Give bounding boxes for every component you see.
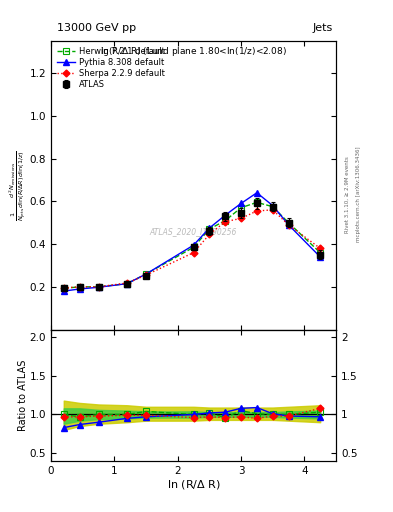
Sherpa 2.2.9 default — [96, 284, 101, 290]
Herwig 7.2.1 default — [77, 284, 82, 290]
Sherpa 2.2.9 default — [191, 249, 196, 255]
Pythia 8.308 default — [207, 225, 212, 231]
Line: Pythia 8.308 default: Pythia 8.308 default — [61, 189, 323, 294]
Sherpa 2.2.9 default — [125, 280, 129, 286]
Herwig 7.2.1 default — [286, 220, 291, 226]
Sherpa 2.2.9 default — [61, 285, 66, 291]
Herwig 7.2.1 default — [207, 226, 212, 232]
Text: ln(R/$\Delta$ R) (Lund plane 1.80<ln(1/z)<2.08): ln(R/$\Delta$ R) (Lund plane 1.80<ln(1/z… — [100, 45, 287, 58]
Line: Sherpa 2.2.9 default: Sherpa 2.2.9 default — [61, 207, 323, 290]
Herwig 7.2.1 default — [318, 249, 323, 255]
Legend: Herwig 7.2.1 default, Pythia 8.308 default, Sherpa 2.2.9 default, ATLAS: Herwig 7.2.1 default, Pythia 8.308 defau… — [55, 45, 167, 91]
Herwig 7.2.1 default — [239, 205, 243, 211]
X-axis label: ln (R/$\Delta$ R): ln (R/$\Delta$ R) — [167, 478, 220, 492]
Pythia 8.308 default — [96, 284, 101, 290]
Herwig 7.2.1 default — [270, 204, 275, 210]
Herwig 7.2.1 default — [144, 271, 149, 277]
Sherpa 2.2.9 default — [239, 216, 243, 222]
Herwig 7.2.1 default — [96, 284, 101, 290]
Sherpa 2.2.9 default — [77, 284, 82, 290]
Pythia 8.308 default — [318, 254, 323, 260]
Pythia 8.308 default — [191, 242, 196, 248]
Sherpa 2.2.9 default — [144, 272, 149, 278]
Text: Rivet 3.1.10, ≥ 2.9M events: Rivet 3.1.10, ≥ 2.9M events — [345, 156, 350, 233]
Pythia 8.308 default — [255, 189, 259, 196]
Pythia 8.308 default — [223, 212, 228, 218]
Pythia 8.308 default — [77, 286, 82, 292]
Pythia 8.308 default — [61, 288, 66, 294]
Pythia 8.308 default — [125, 281, 129, 287]
Sherpa 2.2.9 default — [223, 219, 228, 225]
Herwig 7.2.1 default — [125, 281, 129, 287]
Pythia 8.308 default — [144, 271, 149, 277]
Y-axis label: Ratio to ATLAS: Ratio to ATLAS — [18, 359, 28, 431]
Sherpa 2.2.9 default — [207, 231, 212, 238]
Pythia 8.308 default — [286, 222, 291, 228]
Sherpa 2.2.9 default — [270, 207, 275, 213]
Herwig 7.2.1 default — [223, 218, 228, 224]
Line: Herwig 7.2.1 default: Herwig 7.2.1 default — [61, 200, 323, 291]
Pythia 8.308 default — [270, 203, 275, 209]
Sherpa 2.2.9 default — [255, 208, 259, 214]
Text: 13000 GeV pp: 13000 GeV pp — [57, 23, 136, 33]
Herwig 7.2.1 default — [191, 244, 196, 250]
Text: Jets: Jets — [313, 23, 333, 33]
Sherpa 2.2.9 default — [318, 245, 323, 251]
Text: mcplots.cern.ch [arXiv:1306.3436]: mcplots.cern.ch [arXiv:1306.3436] — [356, 147, 361, 242]
Herwig 7.2.1 default — [61, 285, 66, 291]
Herwig 7.2.1 default — [255, 199, 259, 205]
Y-axis label: $\frac{1}{N_{\rm jets}}\frac{d^2 N_{\rm emissions}}{d\ln(R/\Delta R)\,d\ln(1/z)}: $\frac{1}{N_{\rm jets}}\frac{d^2 N_{\rm … — [7, 150, 28, 221]
Text: ATLAS_2020_I1790256: ATLAS_2020_I1790256 — [150, 227, 237, 236]
Sherpa 2.2.9 default — [286, 222, 291, 228]
Pythia 8.308 default — [239, 200, 243, 206]
